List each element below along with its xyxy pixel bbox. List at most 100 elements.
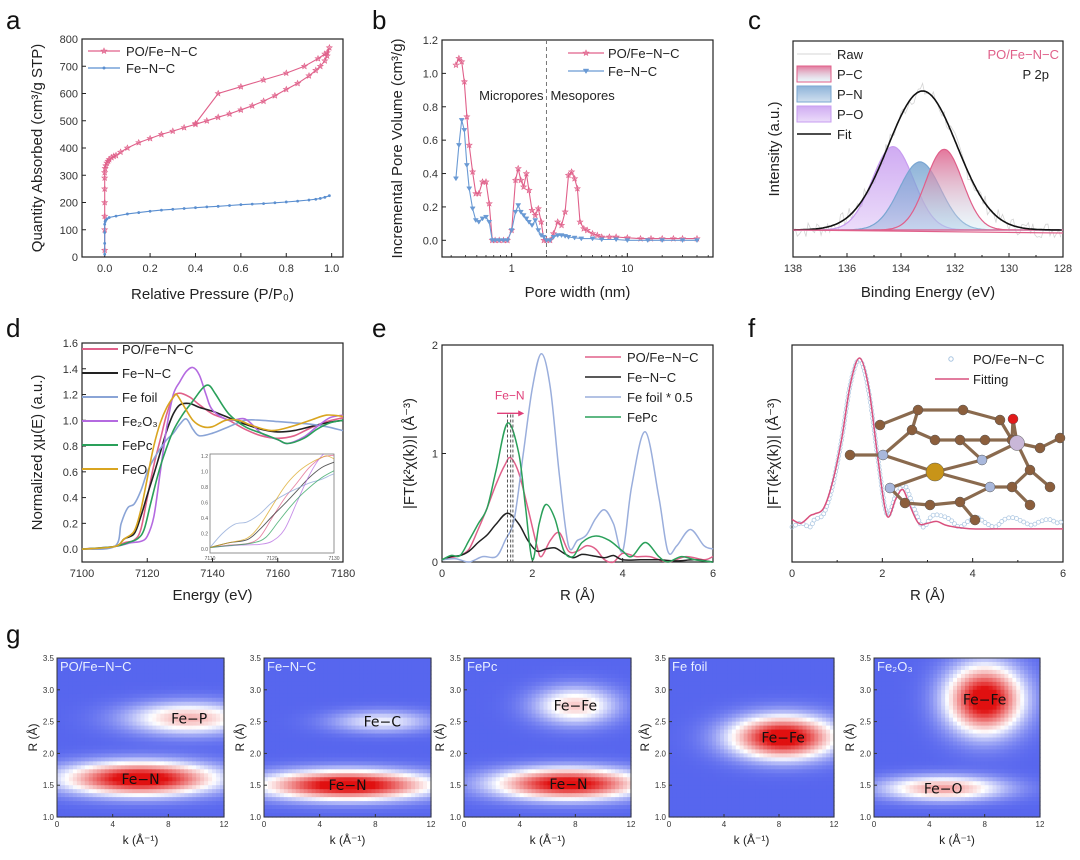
heatmap-cell [148,773,154,778]
heatmap-cell [403,661,408,667]
heatmap-cell [535,721,541,727]
x-tick-label: 7100 [70,568,94,580]
heatmap-cell [327,709,333,715]
heatmap-cell [299,769,305,774]
heatmap-cell [64,681,70,687]
heatmap-cell [76,685,82,691]
heatmap-cell [68,801,74,806]
heatmap-cell [156,789,161,794]
legend-swatch [796,65,832,83]
heatmap-cell [475,805,481,810]
heatmap-cell [303,789,309,794]
heatmap-cell [172,693,177,699]
heatmap-cell [116,705,122,711]
heatmap-cell [172,717,177,723]
heatmap-cell [479,765,485,770]
heatmap-cell [152,741,158,747]
heatmap-cell [104,797,110,802]
heatmap-cell [303,785,309,790]
heatmap-cell [124,709,130,715]
data-point [101,174,109,182]
heatmap-cell [204,717,209,723]
heatmap-cell [531,769,537,774]
heatmap-cell [387,789,392,794]
heatmap-cell [120,797,126,802]
heatmap-cell [507,741,513,747]
heatmap-cell [112,705,118,711]
heatmap-cell [164,757,169,762]
y-axis-label: |FT(k²χ(k))| (Å⁻³) [401,398,418,509]
heatmap-cell [343,721,349,727]
heatmap-cell [491,658,497,663]
heatmap-cell [415,801,420,806]
heatmap-cell [423,769,428,774]
heatmap-cell [287,673,293,679]
heatmap-cell [132,658,138,663]
heatmap-cell [323,673,329,679]
heatmap-cell [371,737,376,743]
heatmap-cell [291,689,297,695]
heatmap-cell [335,749,341,754]
heatmap-cell [275,689,281,695]
heatmap-cell [547,733,553,739]
heatmap-cell [375,797,380,802]
heatmap-cell [84,709,90,715]
heatmap-cell [343,685,349,691]
heatmap-cell [371,681,376,687]
x-tick-label: 7180 [331,568,355,580]
heatmap-cell [88,717,94,723]
heatmap-cell [176,737,181,743]
heatmap-cell [499,781,505,786]
heatmap-cell [359,721,365,727]
heatmap-cell [499,661,505,667]
heatmap-cell [423,701,428,707]
heatmap-cell [180,658,185,663]
heatmap-cell [108,745,114,751]
heatmap-cell [367,669,372,675]
heatmap-cell [84,745,90,751]
heatmap-cell [156,757,161,762]
heatmap-cell [140,705,146,711]
heatmap-cell [148,705,154,711]
heatmap-cell [327,781,333,786]
heatmap-cell [399,697,404,703]
heatmap-cell [519,781,525,786]
heatmap-cell [303,809,309,814]
heatmap-cell [539,749,545,754]
heatmap-cell [57,733,62,739]
heatmap-cell [116,769,122,774]
heatmap-cell [319,809,325,814]
heatmap-cell [176,725,181,731]
heatmap-cell [399,669,404,675]
heatmap-cell [391,729,396,735]
heatmap-cell [395,793,400,798]
heatmap-cell [124,729,130,735]
y-tick-label: 200 [60,198,78,210]
heatmap-cell [136,745,142,751]
heatmap-cell [515,785,521,790]
heatmap-cell [57,805,62,810]
heatmap-cell [491,809,497,814]
heatmap-cell [291,665,297,671]
heatmap-cell [152,809,158,814]
heatmap-cell [387,705,392,711]
data-point [1014,516,1019,521]
heatmap-cell [483,669,489,675]
heatmap-cell [339,709,345,715]
heatmap-cell [144,797,150,802]
heatmap-cell [391,769,396,774]
heatmap-cell [403,773,408,778]
heatmap-cell [156,669,161,675]
heatmap-cell [72,781,78,786]
heatmap-cell [264,673,269,679]
heatmap-cell [152,677,158,683]
heatmap-cell [80,685,86,691]
heatmap-cell [427,701,432,707]
heatmap-cell [367,809,372,814]
heatmap-cell [371,793,376,798]
heatmap-cell [84,757,90,762]
heatmap-cell [112,697,118,703]
heatmap-cell [327,717,333,723]
y-tick-label: 2.5 [250,718,262,727]
heatmap-cell [359,665,365,671]
